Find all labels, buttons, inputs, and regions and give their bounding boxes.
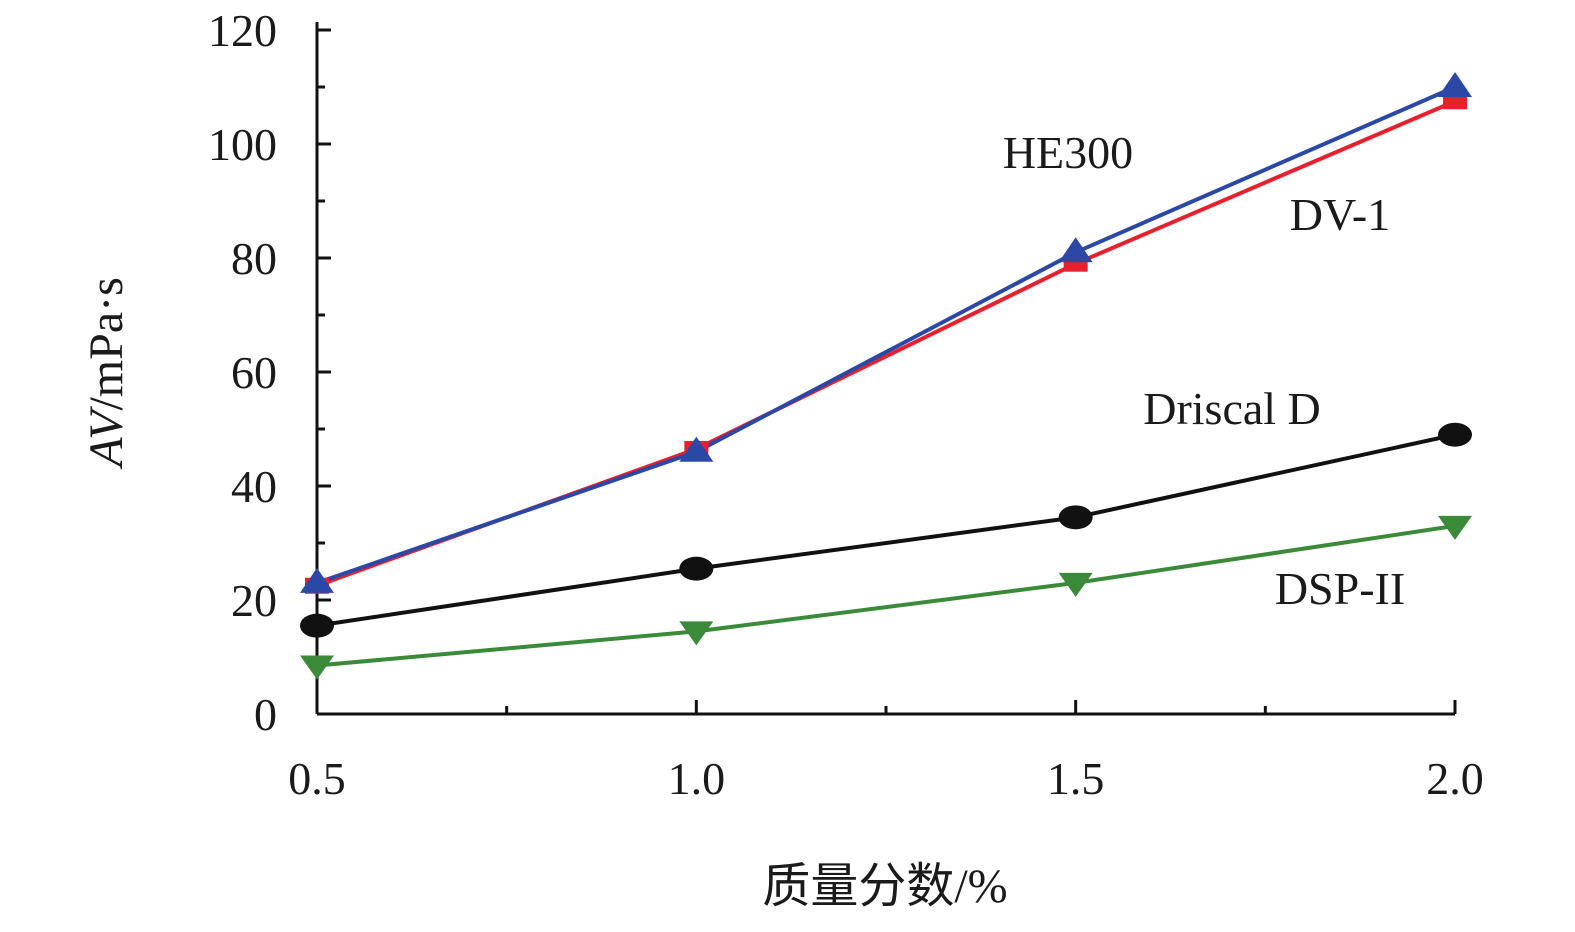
x-axis-title: 质量分数/% — [762, 860, 1007, 913]
data-point-driscal-d — [1438, 422, 1472, 447]
y-axis-title: AV/mPa·s — [80, 277, 133, 470]
data-point-dsp-ii — [300, 655, 334, 680]
data-point-dsp-ii — [1058, 572, 1093, 597]
series-labels: DSP-II Driscal D DV-1 HE300 — [1003, 127, 1405, 614]
series-line-dsp-ii — [1073, 523, 1457, 585]
x-tick-label: 1.5 — [1047, 753, 1105, 804]
series-label-he300: HE300 — [1003, 127, 1133, 178]
series-line-driscal-d — [694, 515, 1078, 571]
series-label-driscal-d: Driscal D — [1143, 383, 1321, 434]
series-lines — [315, 85, 1457, 668]
x-tick-label: 1.0 — [668, 753, 726, 804]
series-label-dv-1: DV-1 — [1290, 189, 1391, 240]
y-tick-label: 20 — [231, 575, 277, 626]
data-point-driscal-d — [300, 613, 334, 638]
y-tick-label: 80 — [231, 233, 277, 284]
series-line-he300 — [694, 250, 1078, 454]
y-tick-label: 40 — [231, 461, 277, 512]
series-line-dv-1 — [1073, 99, 1457, 266]
series-line-dsp-ii — [315, 629, 699, 668]
data-point-dv-1 — [1443, 93, 1467, 110]
series-line-he300 — [1073, 85, 1457, 255]
y-axis-title-unit: /mPa·s — [80, 277, 133, 410]
data-point-driscal-d — [1058, 505, 1093, 530]
data-point-dsp-ii — [1438, 515, 1472, 540]
data-point-he300 — [1438, 72, 1472, 97]
y-tick-label: 100 — [208, 119, 277, 170]
y-axis-title-italic: AV — [80, 406, 133, 470]
series-line-driscal-d — [1073, 432, 1457, 520]
series-line-dsp-ii — [694, 580, 1078, 634]
data-point-dsp-ii — [679, 621, 714, 646]
series-line-he300 — [315, 449, 699, 585]
data-point-driscal-d — [679, 556, 714, 581]
y-tick-label: 0 — [254, 689, 277, 740]
data-point-he300 — [679, 436, 714, 462]
series-markers — [300, 72, 1472, 680]
series-label-dsp-ii: DSP-II — [1275, 563, 1405, 614]
y-tick-label: 60 — [231, 347, 277, 398]
data-point-he300 — [1058, 237, 1093, 263]
axes: 0 20 40 60 80 100 120 0.5 1.0 1.5 2.0 — [208, 5, 1484, 804]
series-line-driscal-d — [315, 566, 699, 628]
x-tick-label: 2.0 — [1426, 753, 1484, 804]
y-tick-label: 120 — [208, 5, 277, 56]
x-tick-label: 0.5 — [288, 753, 346, 804]
data-point-he300 — [300, 567, 334, 593]
